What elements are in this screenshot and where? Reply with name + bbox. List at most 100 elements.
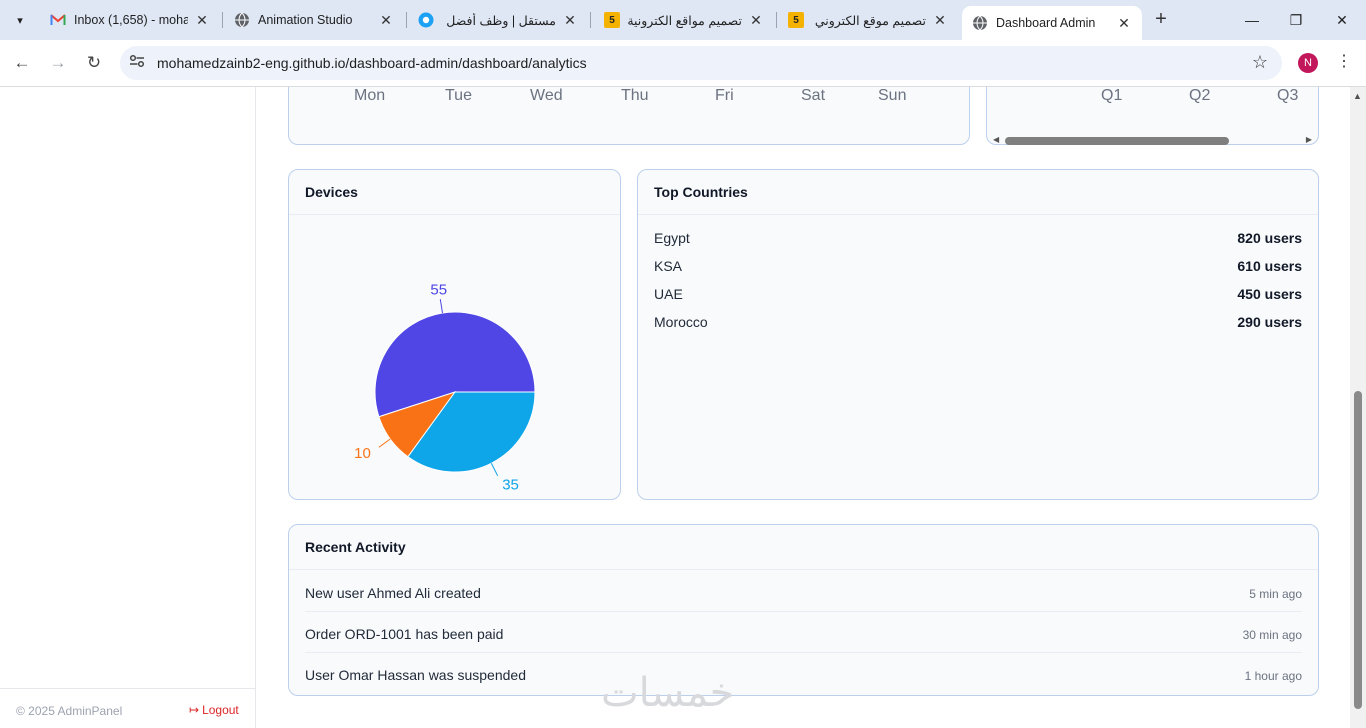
scrollbar-thumb[interactable] — [1005, 137, 1229, 145]
page-vertical-scrollbar[interactable]: ▲ — [1350, 87, 1366, 728]
browser-tab-bar: ▾ Inbox (1,658) - mohamed ✕ Animation St… — [0, 0, 1366, 40]
scrollbar-thumb[interactable] — [1354, 391, 1362, 709]
activity-time: 5 min ago — [1249, 587, 1302, 601]
logout-icon: ↦ — [189, 703, 200, 717]
devices-pie-chart: 55 10 35 — [354, 281, 536, 494]
x-axis-tick-label: Tue — [445, 87, 472, 104]
tab-title: تصميم موقع الكتروني — [814, 13, 926, 28]
sidebar: © 2025 AdminPanel ↦ Logout — [0, 87, 256, 728]
khamsat-icon: 5 — [788, 12, 804, 28]
restore-window-icon[interactable]: ❐ — [1289, 12, 1303, 28]
minimize-icon[interactable]: — — [1245, 12, 1259, 28]
country-name: Morocco — [654, 314, 708, 330]
logout-button[interactable]: ↦ Logout — [189, 703, 239, 717]
tab-search-chevron-icon[interactable]: ▾ — [17, 14, 23, 27]
close-window-icon[interactable]: ✕ — [1336, 12, 1348, 28]
forward-arrow-icon[interactable]: → — [49, 53, 67, 72]
pie-label-line — [378, 438, 391, 448]
country-name: KSA — [654, 258, 683, 274]
tab-khamsat-2[interactable]: 5 تصميم موقع الكتروني ✕ — [778, 6, 958, 34]
top-countries-card: Top Countries Egypt 820 users KSA 610 us… — [637, 169, 1319, 500]
activity-item: User Omar Hassan was suspended 1 hour ag… — [305, 653, 1302, 694]
site-settings-icon[interactable] — [128, 54, 146, 72]
tab-khamsat-1[interactable]: 5 تصميم مواقع الكترونية ✕ — [594, 6, 774, 34]
logout-label: Logout — [202, 703, 239, 717]
country-name: Egypt — [654, 230, 690, 246]
tab-title: Dashboard Admin — [996, 16, 1096, 30]
scroll-right-arrow-icon[interactable]: ▶ — [1305, 135, 1312, 144]
devices-title: Devices — [289, 170, 620, 215]
recent-activity-title: Recent Activity — [289, 525, 1318, 570]
country-row: KSA 610 users — [654, 258, 1302, 278]
bookmark-star-icon[interactable]: ☆ — [1251, 52, 1268, 72]
x-axis-tick-label: Wed — [530, 87, 563, 104]
close-tab-icon[interactable]: ✕ — [564, 11, 576, 28]
country-name: UAE — [654, 286, 683, 302]
recent-activity-card: Recent Activity New user Ahmed Ali creat… — [288, 524, 1319, 696]
devices-card: Devices 55 10 35 — [288, 169, 621, 500]
country-row: UAE 450 users — [654, 286, 1302, 306]
back-arrow-icon[interactable]: ← — [13, 53, 31, 72]
activity-text: User Omar Hassan was suspended — [305, 667, 526, 683]
profile-avatar[interactable]: N — [1298, 53, 1318, 73]
top-countries-title: Top Countries — [638, 170, 1318, 215]
quarterly-chart-card: Q1 Q2 Q3 ◀ ▶ — [986, 87, 1319, 145]
scroll-left-arrow-icon[interactable]: ◀ — [993, 135, 1000, 144]
browser-menu-icon[interactable]: ⋮ — [1336, 53, 1352, 70]
tab-animation-studio[interactable]: Animation Studio ✕ — [224, 6, 404, 34]
reload-icon[interactable]: ↻ — [86, 53, 102, 72]
globe-icon — [972, 15, 988, 31]
close-tab-icon[interactable]: ✕ — [380, 11, 392, 28]
khamsat-watermark: خمسات — [601, 670, 735, 716]
tab-mostaql[interactable]: مستقل | وظف أفضل الم ✕ — [408, 6, 588, 34]
copyright-text: © 2025 AdminPanel — [16, 704, 123, 718]
tab-title: Inbox (1,658) - mohamed — [74, 13, 188, 27]
url-text: mohamedzainb2-eng.github.io/dashboard-ad… — [157, 55, 587, 71]
activity-item: Order ORD-1001 has been paid 30 min ago — [305, 612, 1302, 653]
globe-icon — [234, 12, 250, 28]
tab-dashboard-admin[interactable]: Dashboard Admin ✕ — [962, 6, 1142, 40]
activity-time: 1 hour ago — [1244, 669, 1302, 683]
x-axis-tick-label: Thu — [621, 87, 649, 104]
country-row: Morocco 290 users — [654, 314, 1302, 334]
main-content: Mon Tue Wed Thu Fri Sat Sun Q1 Q2 Q3 ◀ ▶… — [256, 87, 1350, 728]
pie-slice[interactable] — [407, 391, 536, 473]
pie-data-label: 55 — [430, 281, 447, 298]
gmail-icon — [50, 12, 66, 28]
x-axis-tick-label: Q1 — [1101, 87, 1123, 104]
x-axis-tick-label: Sun — [878, 87, 907, 104]
activity-text: New user Ahmed Ali created — [305, 585, 481, 601]
country-users: 610 users — [1237, 258, 1302, 274]
close-tab-icon[interactable]: ✕ — [934, 11, 946, 28]
address-bar[interactable]: mohamedzainb2-eng.github.io/dashboard-ad… — [120, 46, 1282, 80]
tab-inbox[interactable]: Inbox (1,658) - mohamed ✕ — [40, 6, 220, 34]
scroll-up-arrow-icon[interactable]: ▲ — [1353, 91, 1362, 101]
x-axis-tick-label: Q3 — [1277, 87, 1299, 104]
pie-data-label: 35 — [502, 477, 519, 494]
country-users: 290 users — [1237, 314, 1302, 330]
x-axis-tick-label: Sat — [801, 87, 826, 104]
x-axis-tick-label: Fri — [715, 87, 734, 104]
tab-title: مستقل | وظف أفضل الم — [442, 13, 556, 28]
tab-title: تصميم مواقع الكترونية — [628, 13, 742, 28]
tab-separator — [590, 12, 591, 28]
tab-separator — [406, 12, 407, 28]
pie-data-label: 10 — [354, 445, 371, 462]
activity-item: New user Ahmed Ali created 5 min ago — [305, 571, 1302, 612]
close-tab-icon[interactable]: ✕ — [1118, 14, 1130, 31]
close-tab-icon[interactable]: ✕ — [750, 11, 762, 28]
tab-separator — [222, 12, 223, 28]
pie-label-line — [490, 463, 499, 476]
new-tab-plus-icon[interactable]: + — [1155, 8, 1167, 30]
khamsat-icon: 5 — [604, 12, 620, 28]
country-users: 450 users — [1237, 286, 1302, 302]
browser-toolbar: ← → ↻ mohamedzainb2-eng.github.io/dashbo… — [0, 40, 1366, 87]
country-row: Egypt 820 users — [654, 230, 1302, 250]
tab-title: Animation Studio — [258, 13, 353, 27]
close-tab-icon[interactable]: ✕ — [196, 11, 208, 28]
horizontal-scrollbar[interactable]: ◀ ▶ — [991, 135, 1316, 147]
x-axis-tick-label: Q2 — [1189, 87, 1211, 104]
activity-text: Order ORD-1001 has been paid — [305, 626, 504, 642]
sidebar-footer: © 2025 AdminPanel ↦ Logout — [0, 688, 255, 728]
country-users: 820 users — [1237, 230, 1302, 246]
